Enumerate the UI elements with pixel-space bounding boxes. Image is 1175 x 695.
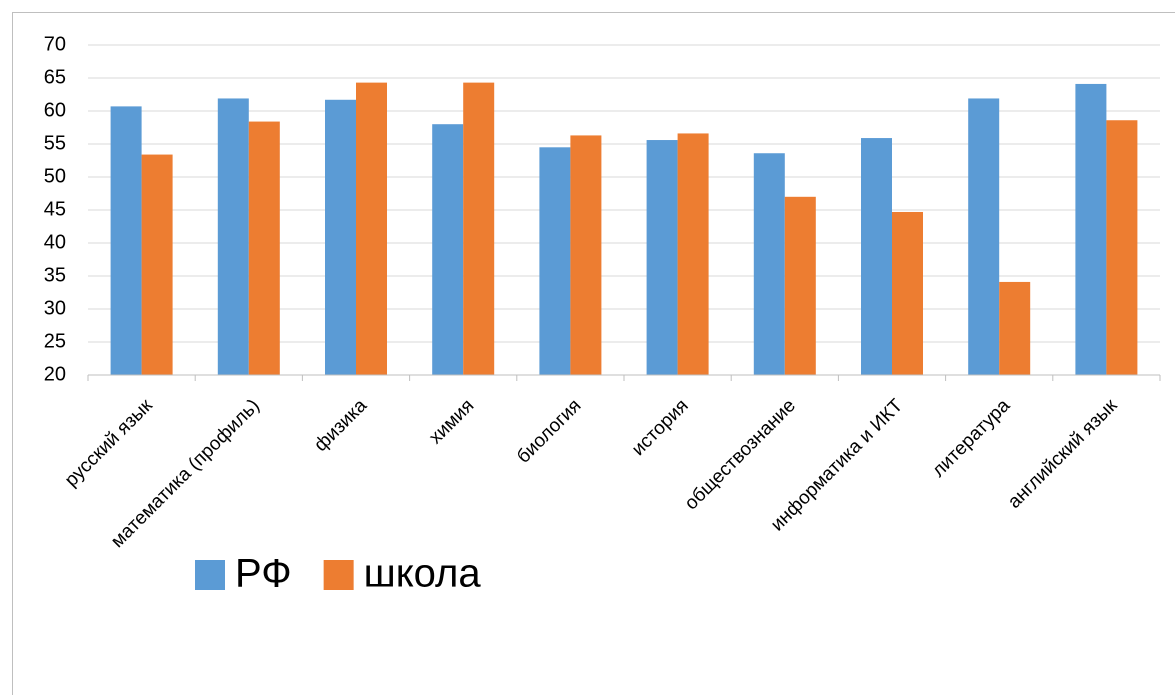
bar <box>999 281 1031 375</box>
x-tick-label: английский язык <box>1004 395 1122 513</box>
x-tick-label: обществознание <box>681 395 800 514</box>
x-tick-label: химия <box>425 395 478 448</box>
bar <box>539 147 571 375</box>
bar <box>1106 120 1138 376</box>
y-tick-label: 50 <box>44 165 66 187</box>
x-tick-label: история <box>628 395 693 460</box>
y-tick-label: 35 <box>44 264 66 286</box>
bar <box>110 106 142 375</box>
y-tick-label: 25 <box>44 330 66 352</box>
x-tick-label: русский язык <box>61 395 157 491</box>
bar <box>217 98 249 376</box>
bar <box>432 124 464 375</box>
y-tick-label: 45 <box>44 198 66 220</box>
y-tick-label: 60 <box>44 99 66 121</box>
legend-label: школа <box>364 552 482 596</box>
bar <box>892 211 923 375</box>
x-tick-label: биология <box>513 395 585 467</box>
chart-frame <box>12 12 1175 695</box>
x-tick-label: литература <box>928 395 1014 481</box>
bar <box>1075 83 1107 375</box>
y-tick-label: 70 <box>44 33 66 55</box>
y-tick-label: 65 <box>44 66 66 88</box>
y-tick-label: 40 <box>44 231 66 253</box>
x-tick-label: физика <box>310 395 371 456</box>
bar <box>141 154 173 375</box>
bar <box>861 138 892 375</box>
bar <box>570 135 602 375</box>
y-tick-label: 20 <box>44 363 66 385</box>
legend-label: РФ <box>235 552 292 596</box>
y-tick-label: 55 <box>44 132 66 154</box>
bar <box>356 82 387 376</box>
bar <box>968 98 1000 376</box>
legend-swatch <box>323 560 354 590</box>
bar <box>325 99 356 375</box>
bar <box>784 196 816 375</box>
bar <box>248 121 280 375</box>
bar <box>677 133 709 375</box>
y-tick-label: 30 <box>44 297 66 319</box>
legend-swatch <box>195 560 225 590</box>
bar <box>463 82 495 376</box>
bar <box>646 140 678 375</box>
bar <box>753 153 785 375</box>
